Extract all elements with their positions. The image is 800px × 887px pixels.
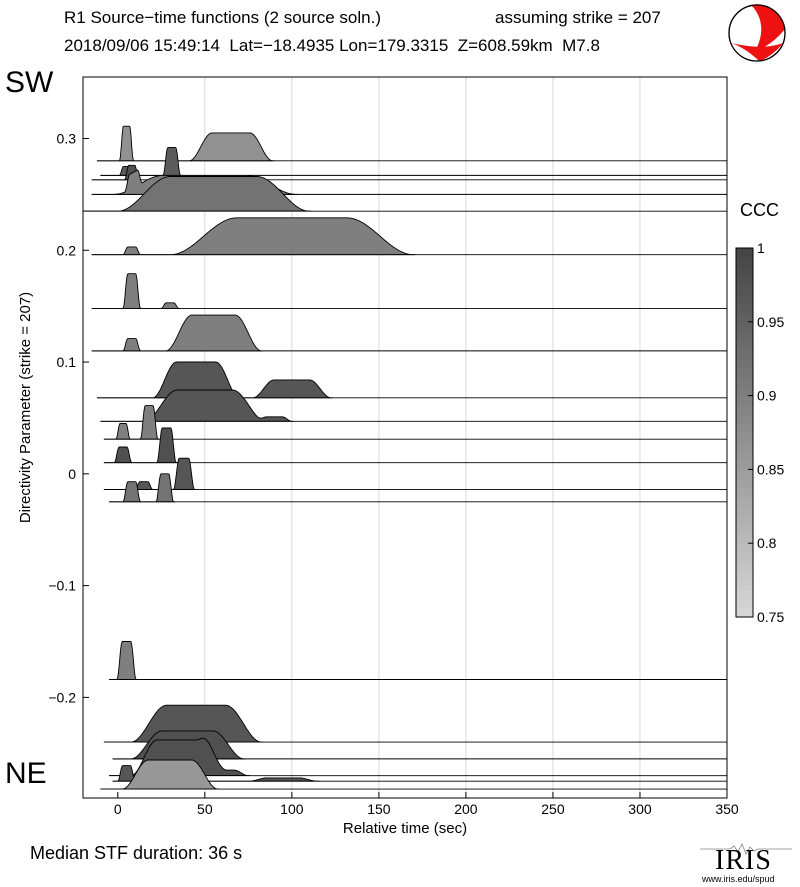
- plot-frame: [82, 76, 728, 799]
- colorbar-step: [736, 284, 753, 295]
- stf-trace: [100, 389, 727, 422]
- stf-trace: [96, 125, 727, 162]
- x-tick-label: 150: [367, 801, 391, 817]
- colorbar-step: [736, 589, 753, 600]
- ne-label: NE: [5, 757, 47, 790]
- colorbar-step: [736, 561, 753, 572]
- stf-waveform: [91, 273, 181, 309]
- y-tick-label: 0.1: [57, 354, 77, 370]
- stf-waveform: [103, 405, 160, 440]
- stf-trace: [100, 759, 727, 790]
- colorbar-step: [736, 580, 753, 590]
- colorbar-step: [736, 441, 753, 452]
- stf-waveform: [103, 427, 178, 464]
- stf-trace: [100, 146, 727, 176]
- stf-waveform: [91, 217, 416, 256]
- colorbar-step: [736, 478, 753, 489]
- colorbar-tick-label: 0.75: [757, 609, 784, 625]
- colorbar-step: [736, 552, 753, 563]
- colorbar-step: [736, 598, 753, 609]
- seismogram-icon: [700, 843, 792, 855]
- stf-trace: [91, 273, 727, 309]
- y-axis-label: Directivity Parameter (strike = 207): [17, 292, 34, 523]
- event-info: 2018/09/06 15:49:14 Lat=−18.4935 Lon=179…: [64, 36, 600, 55]
- stf-trace: [91, 314, 727, 352]
- iris-url: www.iris.edu/spud: [702, 874, 775, 884]
- colorbar-step: [736, 570, 753, 581]
- colorbar-step: [736, 506, 753, 517]
- colorbar-tick-label: 1: [757, 240, 765, 256]
- stf-trace: [91, 217, 727, 256]
- y-tick-label: −0.2: [48, 689, 76, 705]
- colorbar-step: [736, 450, 753, 461]
- colorbar-step: [736, 321, 753, 332]
- colorbar-step: [736, 607, 753, 618]
- stf-trace: [83, 176, 727, 212]
- colorbar-step: [736, 423, 753, 434]
- colorbar-step: [736, 404, 753, 415]
- colorbar-step: [736, 257, 753, 268]
- sw-label: SW: [5, 66, 54, 99]
- colorbar-tick-label: 0.95: [757, 314, 784, 330]
- stf-waveform: [91, 314, 264, 352]
- colorbar-step: [736, 487, 753, 498]
- colorbar-step: [736, 294, 753, 304]
- stf-waveform: [109, 641, 138, 680]
- colorbar-tick-label: 0.8: [757, 535, 777, 551]
- x-tick-label: 200: [454, 801, 478, 817]
- stf-waveform: [100, 146, 183, 176]
- colorbar-step: [736, 312, 753, 323]
- colorbar-step: [736, 266, 753, 277]
- stf-trace: [103, 427, 727, 464]
- x-axis-label: Relative time (sec): [343, 820, 467, 837]
- y-tick-label: 0.2: [57, 242, 77, 258]
- colorbar-step: [736, 543, 753, 554]
- colorbar-step: [736, 460, 753, 470]
- stf-trace: [103, 457, 727, 490]
- colorbar-tick-label: 0.9: [757, 388, 777, 404]
- y-tick-label: 0.3: [57, 130, 77, 146]
- colorbar-step: [736, 367, 753, 378]
- stf-trace: [103, 405, 727, 440]
- colorbar-step: [736, 414, 753, 424]
- x-tick-label: 350: [715, 801, 739, 817]
- colorbar-step: [736, 432, 753, 443]
- strike-note: assuming strike = 207: [495, 8, 661, 27]
- colorbar-step: [736, 349, 753, 360]
- colorbar-step: [736, 275, 753, 286]
- colorbar-title: CCC: [740, 200, 779, 220]
- colorbar-step: [736, 377, 753, 387]
- colorbar-step: [736, 524, 753, 535]
- colorbar-tick-label: 0.85: [757, 461, 784, 477]
- y-tick-label: −0.1: [48, 578, 76, 594]
- x-tick-label: 250: [541, 801, 565, 817]
- stf-trace: [109, 473, 727, 503]
- colorbar-step: [736, 331, 753, 341]
- chart-title: R1 Source−time functions (2 source soln.…: [64, 8, 382, 27]
- colorbar-frame: [735, 247, 754, 618]
- stf-trace: [109, 641, 727, 680]
- median-duration: Median STF duration: 36 s: [30, 843, 243, 863]
- stf-waveform: [96, 125, 275, 162]
- colorbar-step: [736, 340, 753, 351]
- x-tick-label: 300: [628, 801, 652, 817]
- y-tick-label: 0: [68, 466, 76, 482]
- colorbar-step: [736, 533, 753, 544]
- colorbar-step: [736, 386, 753, 397]
- x-tick-label: 50: [197, 801, 213, 817]
- colorbar-step: [736, 469, 753, 480]
- x-tick-label: 0: [114, 801, 122, 817]
- colorbar-step: [736, 358, 753, 369]
- x-tick-label: 100: [280, 801, 304, 817]
- colorbar-step: [736, 497, 753, 507]
- colorbar-step: [736, 248, 753, 258]
- colorbar-step: [736, 303, 753, 314]
- colorbar-step: [736, 395, 753, 406]
- iris-logo: IRIS: [715, 845, 772, 876]
- colorbar-step: [736, 515, 753, 526]
